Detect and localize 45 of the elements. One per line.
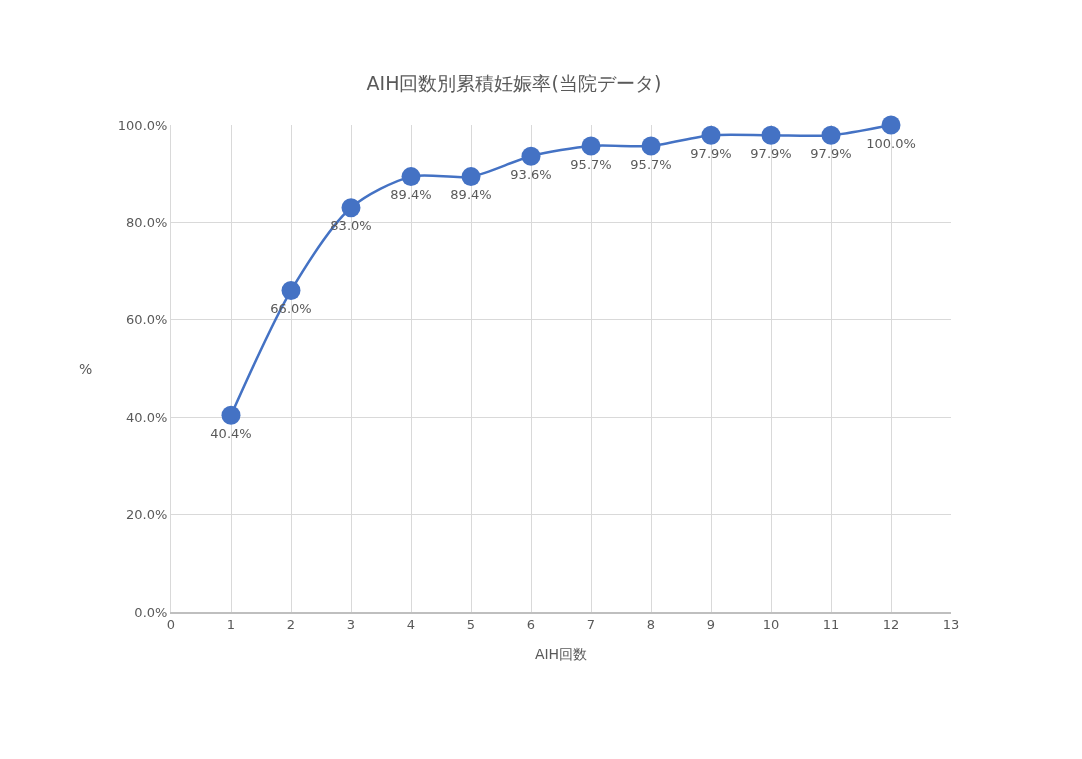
x-tick-label: 2 — [286, 617, 296, 633]
y-tick-label: 0.0% — [134, 604, 168, 620]
data-label: 97.9% — [690, 145, 732, 161]
x-axis-title: AIH回数 — [534, 646, 588, 663]
point — [341, 198, 361, 218]
x-tick-label: 13 — [942, 617, 960, 633]
point — [641, 136, 661, 156]
point — [221, 405, 241, 425]
data-label: 40.4% — [210, 425, 252, 441]
y-tick-label: 100.0% — [117, 117, 168, 133]
x-tick-label: 5 — [466, 617, 476, 633]
point — [761, 125, 781, 145]
data-label: 97.9% — [810, 145, 852, 161]
x-tick-label: 1 — [226, 617, 236, 633]
data-label: 95.7% — [570, 156, 612, 172]
chart-title: AIH回数別累積妊娠率(当院データ) — [366, 71, 662, 94]
y-axis-title: % — [79, 361, 93, 377]
x-tick-label: 3 — [346, 617, 356, 633]
x-tick-label: 9 — [706, 617, 716, 633]
data-label: 93.6% — [510, 166, 552, 182]
x-tick-label: 11 — [822, 617, 840, 633]
data-label: 100.0% — [866, 135, 916, 151]
y-tick-label: 80.0% — [126, 214, 168, 230]
x-tick-label: 10 — [762, 617, 780, 633]
x-tick-label: 8 — [646, 617, 656, 633]
data-label: 95.7% — [630, 156, 672, 172]
x-tick-label: 6 — [526, 617, 536, 633]
point — [881, 115, 901, 135]
point — [461, 167, 481, 187]
x-tick-label: 4 — [406, 617, 416, 633]
y-tick-label: 20.0% — [126, 507, 168, 523]
data-label: 89.4% — [450, 187, 492, 203]
point — [521, 146, 541, 166]
y-tick-label: 40.0% — [126, 409, 168, 425]
x-tick-label: 0 — [166, 617, 176, 633]
point — [701, 125, 721, 145]
x-tick-label: 12 — [882, 617, 900, 633]
point — [281, 281, 301, 301]
data-label: 89.4% — [390, 187, 432, 203]
y-tick-label: 60.0% — [126, 312, 168, 328]
point — [821, 125, 841, 145]
data-label: 97.9% — [750, 145, 792, 161]
x-tick-label: 7 — [586, 617, 596, 633]
point — [581, 136, 601, 156]
point — [401, 167, 421, 187]
